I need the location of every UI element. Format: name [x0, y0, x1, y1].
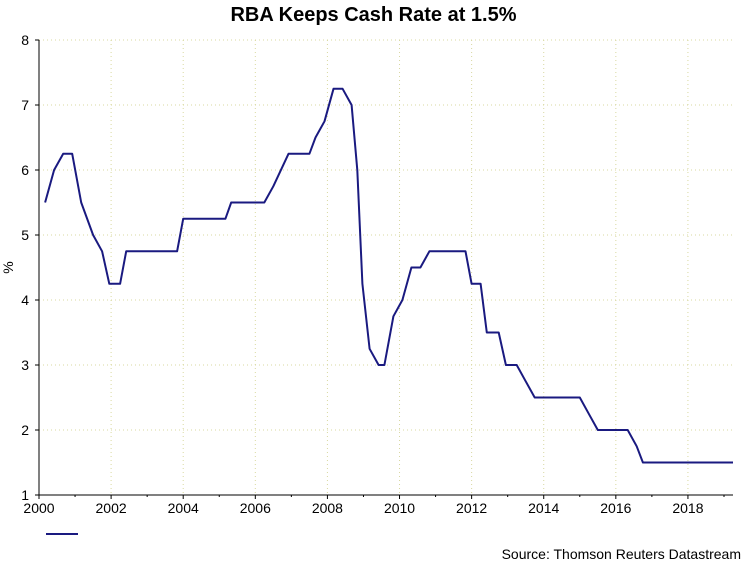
axes: 1 2 3 4 5 6 7 8 2000 2002 2004 2006 2008 2010 2012 2014…: [0, 32, 733, 516]
y-tick-label: 4: [21, 292, 29, 308]
y-tick-label: 8: [21, 32, 29, 48]
gridlines: [39, 39, 733, 495]
y-tick-label: 7: [21, 97, 29, 113]
x-tick-label: 2014: [528, 500, 559, 516]
chart-title: RBA Keeps Cash Rate at 1.5%: [230, 4, 517, 26]
series-layer: [44, 87, 733, 464]
x-tick-label: 2018: [672, 500, 703, 516]
y-tick-label: 3: [21, 357, 29, 373]
x-tick-label: 2012: [456, 500, 487, 516]
x-tick-label: 2000: [23, 500, 54, 516]
x-tick-label: 2004: [168, 500, 199, 516]
y-tick-label: 5: [21, 227, 29, 243]
series-line: [44, 87, 733, 464]
y-tick-label: 1: [21, 487, 29, 503]
x-tick-label: 2008: [312, 500, 343, 516]
x-tick-label: 2016: [600, 500, 631, 516]
x-tick-label: 2002: [96, 500, 127, 516]
source-note: Source: Thomson Reuters Datastream: [501, 546, 741, 562]
x-tick-label: 2006: [240, 500, 271, 516]
y-tick-label: 6: [21, 162, 29, 178]
y-tick-label: 2: [21, 422, 29, 438]
y-axis-label: %: [0, 261, 16, 273]
x-tick-label: 2010: [384, 500, 415, 516]
